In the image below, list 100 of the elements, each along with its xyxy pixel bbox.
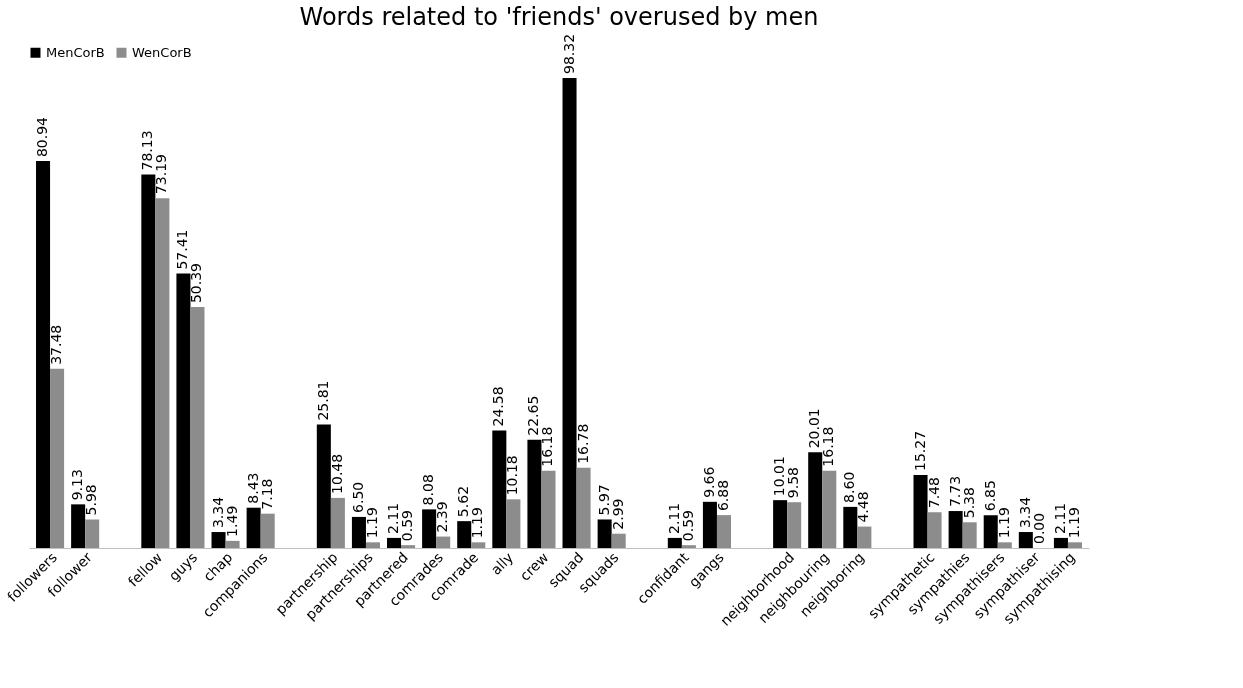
data-label: 16.18	[820, 426, 837, 467]
data-label: 8.60	[841, 471, 858, 503]
bar	[913, 475, 928, 548]
data-label: 8.08	[420, 474, 437, 506]
bar	[948, 511, 963, 548]
data-label: 20.01	[806, 408, 823, 449]
bar	[155, 198, 170, 548]
bar	[562, 78, 577, 548]
bar	[492, 430, 507, 548]
data-label: 0.59	[399, 510, 416, 542]
data-label: 6.85	[981, 480, 998, 512]
data-label: 5.98	[83, 484, 100, 516]
bar	[962, 522, 977, 548]
bar	[822, 470, 837, 548]
bar	[843, 506, 858, 548]
data-label: 22.65	[525, 395, 542, 436]
data-label: 1.19	[469, 507, 486, 539]
bar	[716, 515, 731, 548]
bar	[541, 470, 556, 548]
data-label: 25.81	[314, 380, 331, 421]
bar	[50, 368, 65, 548]
data-label: 9.66	[700, 466, 717, 498]
bar	[808, 452, 823, 548]
bar	[141, 174, 156, 548]
bar	[667, 537, 682, 548]
bar	[983, 515, 998, 548]
x-tick-label: ally	[487, 549, 517, 578]
bar	[702, 501, 717, 548]
data-label: 9.58	[785, 467, 802, 499]
data-label: 0.00	[1030, 512, 1047, 544]
data-label: 1.49	[223, 505, 240, 537]
data-label: 2.39	[434, 501, 451, 533]
data-label: 3.34	[209, 496, 226, 529]
data-label: 98.32	[560, 33, 577, 74]
data-label: 5.38	[960, 487, 977, 519]
bar	[85, 519, 100, 548]
data-label: 78.13	[139, 130, 156, 171]
bar	[211, 532, 226, 548]
data-label: 10.18	[504, 455, 521, 496]
bar	[365, 542, 380, 548]
bar	[422, 509, 437, 548]
data-label: 24.58	[490, 386, 507, 427]
data-label: 4.48	[855, 491, 872, 523]
data-label: 2.11	[665, 502, 682, 534]
data-label: 1.19	[363, 507, 380, 539]
bar	[351, 516, 366, 548]
bar	[260, 513, 275, 548]
data-label: 9.13	[69, 469, 86, 501]
data-label: 37.48	[48, 324, 65, 365]
bar	[611, 533, 626, 548]
data-label: 0.59	[679, 510, 696, 542]
bar	[71, 504, 86, 548]
bar	[857, 526, 872, 548]
bar	[576, 467, 591, 548]
data-label: 10.01	[771, 456, 788, 497]
bar	[190, 307, 205, 548]
data-label: 8.43	[244, 472, 261, 504]
data-label: 15.27	[911, 430, 928, 471]
data-label: 7.73	[946, 475, 963, 508]
data-label: 57.41	[174, 229, 191, 270]
data-label: 16.18	[539, 426, 556, 467]
data-label: 50.39	[188, 263, 205, 304]
bar	[787, 502, 802, 548]
data-label: 80.94	[34, 116, 51, 158]
data-label: 5.62	[455, 485, 472, 518]
legend-label: MenCorB	[46, 44, 105, 60]
data-label: 10.48	[328, 453, 345, 494]
bar	[506, 499, 521, 548]
legend-label: WenCorB	[132, 44, 192, 60]
data-label: 73.19	[153, 154, 170, 195]
bar	[225, 540, 240, 548]
data-label: 16.78	[574, 423, 591, 464]
data-label: 5.97	[595, 484, 612, 516]
bar	[1018, 532, 1033, 548]
bar	[330, 497, 345, 548]
bar	[176, 273, 191, 548]
data-label: 2.11	[1051, 502, 1068, 534]
data-label: 7.18	[258, 478, 275, 510]
bar	[436, 536, 451, 548]
bar	[387, 537, 402, 548]
bar	[246, 507, 261, 548]
bar	[401, 545, 416, 548]
bar	[457, 521, 472, 548]
bar	[773, 500, 788, 548]
data-label: 1.19	[1065, 507, 1082, 539]
bar	[36, 161, 51, 548]
bar	[927, 512, 942, 548]
bar	[681, 545, 696, 548]
bar	[527, 439, 542, 548]
bar	[997, 542, 1012, 548]
data-label: 7.48	[925, 477, 942, 509]
bar	[316, 424, 331, 548]
chart-title: Words related to 'friends' overused by men	[299, 2, 819, 31]
bar	[597, 519, 612, 548]
data-label: 2.99	[609, 498, 626, 530]
data-label: 2.11	[385, 502, 402, 534]
data-label: 6.50	[349, 481, 366, 513]
data-label: 6.88	[714, 479, 731, 512]
bar	[1053, 537, 1068, 548]
bar	[1067, 542, 1082, 548]
